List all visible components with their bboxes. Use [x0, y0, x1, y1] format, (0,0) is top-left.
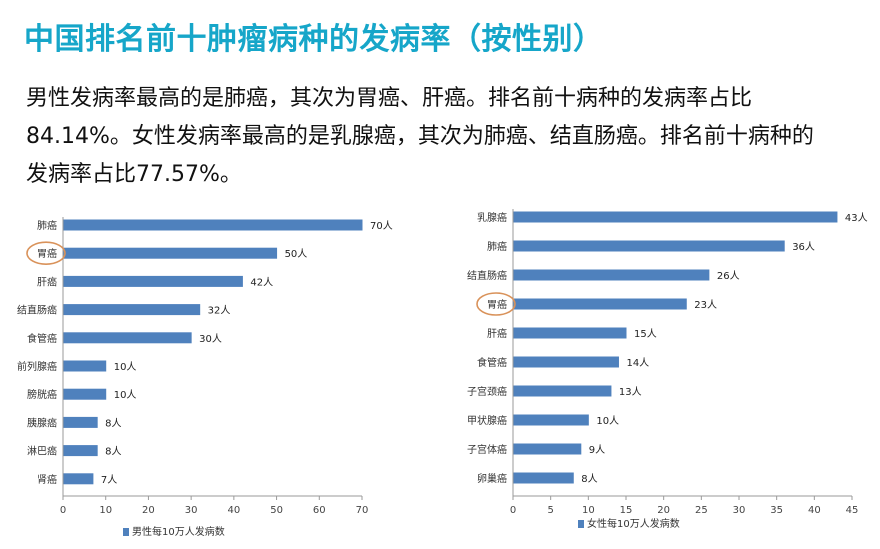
male-bar — [63, 275, 243, 287]
male-bar — [63, 473, 94, 485]
female-x-tick-label: 35 — [770, 505, 783, 516]
male-x-tick-label: 70 — [356, 505, 369, 516]
male-value-label: 7人 — [101, 474, 117, 486]
female-bar — [513, 356, 619, 368]
female-highlight-circle — [476, 292, 516, 316]
male-legend-label: 男性每10万人发病数 — [132, 525, 225, 538]
female-bar — [513, 472, 574, 484]
female-x-tick-label: 20 — [657, 505, 670, 516]
female-legend-swatch — [578, 520, 584, 528]
female-bar — [513, 385, 612, 397]
male-x-tick-label: 50 — [270, 505, 283, 516]
male-category-label: 食管癌 — [27, 332, 57, 345]
female-value-label: 8人 — [581, 473, 597, 485]
male-x-tick-label: 30 — [185, 505, 198, 516]
male-bar — [63, 332, 192, 344]
male-value-label: 10人 — [114, 361, 137, 373]
male-category-label: 肺癌 — [37, 219, 57, 232]
male-category-label: 胰腺癌 — [27, 416, 57, 429]
female-x-tick-label: 15 — [620, 505, 633, 516]
male-value-label: 32人 — [208, 305, 231, 317]
female-value-label: 14人 — [626, 357, 649, 369]
male-legend-swatch — [123, 528, 129, 536]
female-category-label: 肺癌 — [487, 240, 507, 253]
female-category-label: 胃癌 — [487, 298, 507, 311]
male-bar — [63, 416, 98, 428]
male-x-tick-label: 60 — [313, 505, 326, 516]
female-value-label: 26人 — [717, 270, 740, 282]
female-x-tick-label: 10 — [582, 505, 595, 516]
female-category-label: 甲状腺癌 — [467, 414, 507, 427]
male-highlight-circle — [26, 241, 66, 265]
male-value-label: 50人 — [285, 248, 308, 260]
female-value-label: 15人 — [634, 328, 657, 340]
male-bar — [63, 360, 107, 372]
female-x-tick-label: 30 — [733, 505, 746, 516]
male-bar — [63, 219, 363, 231]
male-category-label: 淋巴癌 — [27, 445, 57, 458]
female-value-label: 13人 — [619, 386, 642, 398]
summary-line-1: 男性发病率最高的是肺癌，其次为胃癌、肝癌。排名前十病种的发病率占比 — [26, 86, 753, 111]
female-value-label: 10人 — [596, 415, 619, 427]
female-value-label: 23人 — [694, 299, 717, 311]
summary-line-2: 84.14%。女性发病率最高的是乳腺癌，其次为肺癌、结直肠癌。排名前十病种的 — [26, 124, 814, 149]
summary-line-3: 发病率占比77.57%。 — [26, 162, 242, 187]
male-value-label: 70人 — [370, 220, 393, 232]
summary-paragraph: 男性发病率最高的是肺癌，其次为胃癌、肝癌。排名前十病种的发病率占比 84.14%… — [26, 80, 871, 194]
female-category-label: 肝癌 — [487, 327, 507, 340]
male-bar — [63, 247, 278, 259]
female-x-tick-label: 45 — [846, 505, 859, 516]
male-category-label: 胃癌 — [37, 247, 57, 260]
male-value-label: 30人 — [199, 333, 222, 345]
female-bar — [513, 327, 627, 339]
female-category-label: 结直肠癌 — [467, 269, 507, 282]
female-legend-label: 女性每10万人发病数 — [587, 517, 680, 530]
female-value-label: 9人 — [589, 444, 605, 456]
female-x-tick-label: 40 — [808, 505, 821, 516]
male-value-label: 8人 — [105, 446, 121, 458]
page-title: 中国排名前十肿瘤病种的发病率（按性别） — [24, 22, 604, 57]
male-bar — [63, 304, 201, 316]
male-x-tick-label: 40 — [227, 505, 240, 516]
female-category-label: 卵巢癌 — [477, 472, 507, 485]
male-category-label: 前列腺癌 — [17, 360, 57, 373]
male-bar — [63, 388, 107, 400]
male-x-tick-label: 0 — [60, 505, 66, 516]
female-category-label: 子宫体癌 — [467, 443, 507, 456]
female-bar — [513, 414, 589, 426]
female-category-label: 食管癌 — [477, 356, 507, 369]
female-bar — [513, 298, 687, 310]
female-value-label: 43人 — [845, 212, 868, 224]
female-x-tick-label: 25 — [695, 505, 708, 516]
male-category-label: 结直肠癌 — [17, 304, 57, 317]
female-bar — [513, 240, 785, 252]
male-category-label: 肝癌 — [37, 275, 57, 288]
female-bar — [513, 211, 838, 223]
male-value-label: 42人 — [250, 276, 273, 288]
male-x-tick-label: 10 — [99, 505, 112, 516]
male-category-label: 肾癌 — [37, 473, 57, 486]
male-bar — [63, 445, 98, 457]
female-bar — [513, 269, 710, 281]
female-category-label: 子宫颈癌 — [467, 385, 507, 398]
female-x-tick-label: 0 — [510, 505, 516, 516]
female-x-tick-label: 5 — [547, 505, 553, 516]
male-x-tick-label: 20 — [142, 505, 155, 516]
male-category-label: 膀胱癌 — [27, 388, 57, 401]
female-value-label: 36人 — [792, 241, 815, 253]
male-value-label: 10人 — [114, 389, 137, 401]
female-bar — [513, 443, 582, 455]
female-category-label: 乳腺癌 — [477, 211, 507, 224]
male-value-label: 8人 — [105, 417, 121, 429]
